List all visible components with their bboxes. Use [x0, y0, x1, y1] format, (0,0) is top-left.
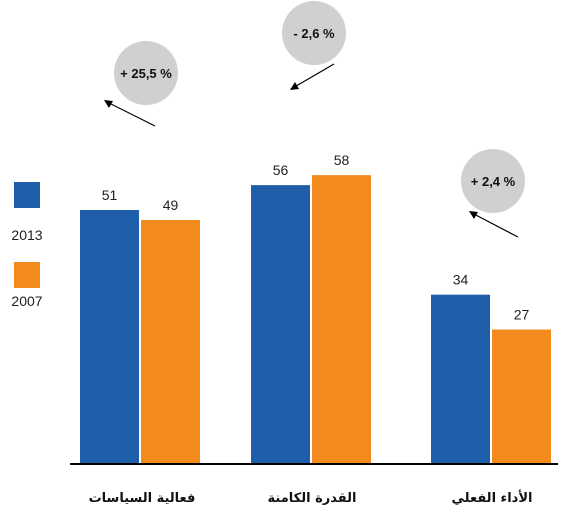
- bar-2013-2: [431, 294, 490, 464]
- category-label-potential-capacity: القدرة الكامنة: [268, 491, 357, 506]
- change-label-actual: + 2,4 %: [471, 174, 516, 189]
- value-label-2007-2: 27: [514, 307, 530, 323]
- value-label-2007-0: 49: [163, 197, 179, 213]
- change-bubble-potential: [282, 1, 346, 65]
- change-arrow-actual: [469, 211, 519, 238]
- category-label-actual-performance: الأداء الفعلي: [452, 489, 533, 506]
- legend-label-2007: 2007: [11, 293, 42, 309]
- legend-swatch-2013: [14, 182, 40, 208]
- value-label-2013-1: 56: [273, 162, 289, 178]
- change-label-potential: - 2,6 %: [293, 26, 335, 41]
- legend-label-2013: 2013: [11, 227, 42, 243]
- bar-2007-1: [312, 175, 371, 464]
- value-label-2013-0: 51: [102, 187, 118, 203]
- bar-2013-1: [251, 185, 310, 464]
- value-label-2007-1: 58: [334, 152, 350, 168]
- category-label-policy-effectiveness: فعالية السياسات: [89, 491, 196, 506]
- bar-2007-0: [141, 219, 200, 464]
- change-bubble-policy: [114, 41, 178, 105]
- change-arrowhead-potential: [290, 82, 299, 90]
- change-arrow-policy: [104, 100, 156, 127]
- change-bubble-actual: [461, 149, 525, 213]
- value-label-2013-2: 34: [453, 272, 469, 288]
- legend-swatch-2007: [14, 262, 40, 288]
- change-arrowhead-policy: [104, 100, 113, 108]
- bar-2007-2: [492, 329, 551, 464]
- change-arrow-potential: [290, 63, 335, 90]
- change-label-policy: + 25,5 %: [120, 66, 172, 81]
- bar-2013-0: [80, 210, 139, 464]
- change-arrowhead-actual: [469, 211, 478, 219]
